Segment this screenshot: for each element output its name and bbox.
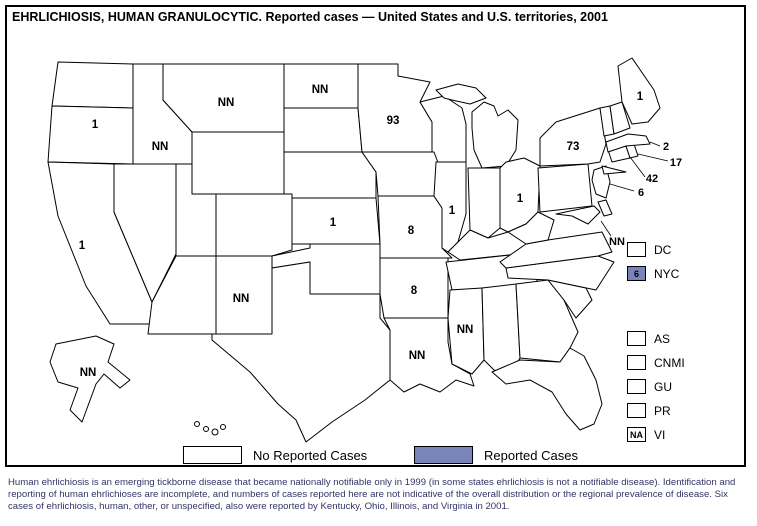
state-hawaii [203, 426, 209, 432]
state-value-label: 1 [517, 193, 524, 205]
state-value-label: NN [312, 84, 329, 96]
gu-label: GU [654, 379, 672, 394]
state-oregon [47, 105, 134, 165]
nyc-label: NYC [654, 266, 680, 281]
legend-row-pr: PR [627, 403, 671, 418]
state-value-label: 93 [387, 115, 400, 127]
as-label: AS [654, 331, 671, 346]
legend-reported-cases: Reported Cases [414, 446, 578, 464]
footnote-text: Human ehrlichiosis is an emerging tickbo… [8, 477, 736, 513]
state-florida [491, 347, 603, 431]
state-pennsylvania [537, 163, 593, 213]
callout-leader-line [609, 183, 635, 192]
state-michigan-upper [435, 83, 487, 105]
dc-swatch [627, 242, 646, 257]
state-texas [211, 261, 391, 443]
state-value-label: NN [233, 293, 250, 305]
legend-row-dc: DC [627, 242, 671, 257]
state-west-virginia [507, 211, 555, 245]
state-delaware [597, 199, 613, 217]
state-alaska [49, 335, 131, 423]
callout-md-value: NN [609, 236, 625, 248]
reported-cases-swatch [414, 446, 473, 464]
state-minnesota [357, 63, 433, 153]
state-hawaii [211, 428, 219, 436]
state-nebraska [283, 151, 377, 199]
pr-swatch [627, 403, 646, 418]
state-value-label: NN [152, 141, 169, 153]
state-value-label: NN [80, 367, 97, 379]
no-cases-swatch [183, 446, 242, 464]
figure-title: EHRLICHIOSIS, HUMAN GRANULOCYTIC. Report… [12, 10, 608, 24]
cnmi-swatch [627, 355, 646, 370]
state-value-label: 8 [411, 285, 418, 297]
nyc-swatch: 6 [627, 266, 646, 281]
state-value-label: 1 [637, 91, 644, 103]
callout-ri-value: 17 [670, 157, 682, 169]
callout-ct-value: 42 [646, 173, 658, 185]
state-massachusetts [605, 133, 651, 153]
vi-swatch: NA [627, 427, 646, 442]
dc-label: DC [654, 242, 672, 257]
state-michigan-lower [471, 101, 519, 169]
vi-value: NA [630, 429, 643, 440]
state-value-label: 1 [449, 205, 456, 217]
nyc-value: 6 [633, 268, 639, 279]
state-value-label: NN [457, 324, 474, 336]
callout-leader-line [649, 141, 661, 147]
legend-row-cnmi: CNMI [627, 355, 685, 370]
legend-row-vi: NA VI [627, 427, 665, 442]
state-value-label: 1 [79, 240, 86, 252]
state-new-hampshire [609, 101, 631, 135]
legend-row-as: AS [627, 331, 670, 346]
callout-leader-line [629, 156, 646, 178]
callout-ma-value: 2 [663, 141, 669, 153]
state-value-label: NN [409, 350, 426, 362]
state-value-label: NN [218, 97, 235, 109]
state-colorado [215, 193, 293, 257]
state-maine [617, 57, 661, 125]
state-louisiana [383, 317, 475, 393]
gu-swatch [627, 379, 646, 394]
state-washington [51, 61, 134, 109]
state-maryland [555, 205, 601, 225]
legend-row-nyc: 6 NYC [627, 266, 679, 281]
pr-label: PR [654, 403, 671, 418]
as-swatch [627, 331, 646, 346]
state-value-label: 73 [567, 141, 580, 153]
state-value-label: 1 [92, 119, 99, 131]
callout-leader-line [637, 153, 669, 162]
state-hawaii [194, 421, 200, 427]
callout-nj-value: 6 [638, 187, 644, 199]
legend-no-reported-cases: No Reported Cases [183, 446, 367, 464]
cnmi-label: CNMI [654, 355, 685, 370]
state-indiana [467, 167, 501, 239]
no-cases-label: No Reported Cases [253, 447, 368, 463]
state-new-york [539, 107, 607, 167]
state-value-label: 1 [330, 217, 337, 229]
state-wyoming [191, 131, 285, 195]
vi-label: VI [654, 427, 666, 442]
legend-row-gu: GU [627, 379, 672, 394]
state-arizona [147, 255, 217, 335]
state-hawaii [220, 424, 226, 430]
reported-cases-label: Reported Cases [484, 447, 578, 463]
state-new-york-long-island [601, 165, 627, 175]
figure-border [5, 5, 746, 467]
state-value-label: 8 [408, 225, 415, 237]
callout-leader-line [600, 220, 612, 237]
state-south-dakota [283, 107, 363, 153]
